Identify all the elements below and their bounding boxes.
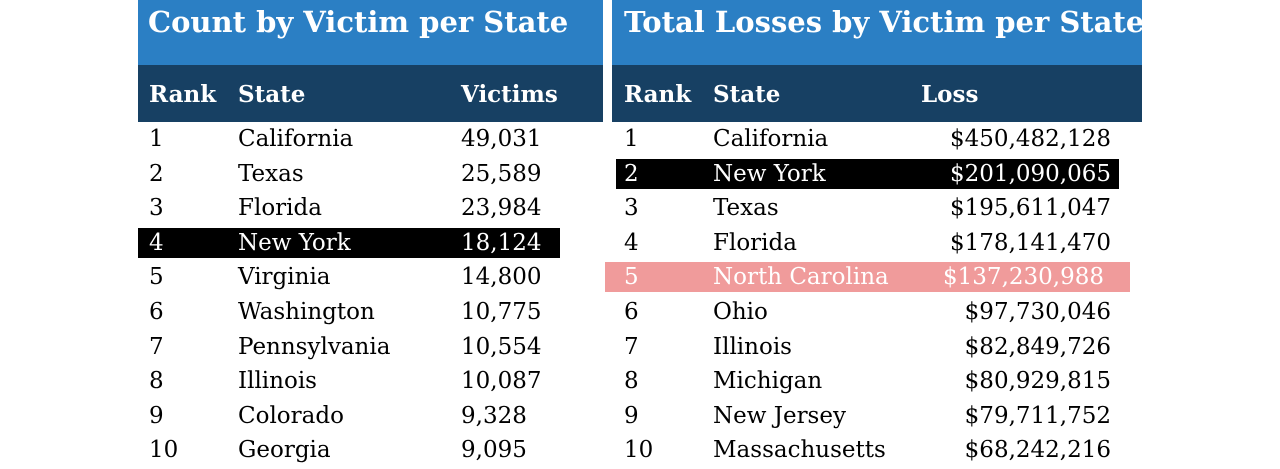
row-value: 9,095 — [461, 437, 527, 464]
row-state: Georgia — [238, 437, 331, 464]
row-state: Florida — [238, 195, 322, 222]
row-rank: 1 — [149, 126, 164, 152]
row-value: 10,087 — [461, 368, 542, 395]
row-state: California — [713, 126, 829, 152]
row-value: $137,230,988 — [943, 264, 1104, 291]
row-rank: 5 — [624, 264, 639, 291]
row-value: 9,328 — [461, 402, 527, 429]
table-row: 9 New Jersey $79,711,752 — [612, 401, 1119, 431]
table-row: 4 Florida $178,141,470 — [612, 228, 1119, 258]
row-state: Massachusetts — [713, 437, 886, 464]
row-state: New York — [713, 160, 826, 187]
table-row: 5 Virginia 14,800 — [138, 262, 560, 292]
row-value: $178,141,470 — [950, 229, 1111, 256]
row-rank: 1 — [624, 126, 639, 152]
row-rank: 6 — [149, 299, 164, 325]
row-state: Texas — [713, 195, 779, 222]
row-value: 49,031 — [461, 126, 542, 152]
row-value: 23,984 — [461, 195, 542, 222]
row-state: Ohio — [713, 299, 768, 325]
loss-table-header: Rank State Loss — [612, 65, 1142, 122]
row-rank: 9 — [624, 402, 639, 429]
row-rank: 6 — [624, 299, 639, 325]
row-state: Colorado — [238, 402, 344, 429]
row-value: 18,124 — [461, 229, 542, 256]
table-row: 10 Georgia 9,095 — [138, 435, 560, 465]
row-state: Pennsylvania — [238, 333, 391, 360]
row-value: $82,849,726 — [964, 333, 1111, 360]
count-table-header: Rank State Victims — [138, 65, 603, 122]
row-rank: 5 — [149, 264, 164, 291]
row-state: Illinois — [238, 368, 317, 395]
loss-header-rank: Rank — [624, 81, 692, 108]
row-state: California — [238, 126, 354, 152]
table-row: 3 Florida 23,984 — [138, 193, 560, 223]
row-value: $450,482,128 — [950, 126, 1111, 152]
row-state: Virginia — [238, 264, 331, 291]
loss-table-title: Total Losses by Victim per State — [612, 0, 1142, 65]
count-header-state: State — [238, 81, 306, 108]
row-state: Washington — [238, 299, 375, 325]
row-value: $79,711,752 — [964, 402, 1111, 429]
row-rank: 8 — [149, 368, 164, 395]
row-value: $201,090,065 — [950, 160, 1111, 187]
row-state: Illinois — [713, 333, 792, 360]
row-rank: 10 — [624, 437, 654, 464]
row-state: North Carolina — [713, 264, 889, 291]
total-losses-table: Total Losses by Victim per State Rank St… — [605, 0, 1142, 463]
row-rank: 2 — [149, 160, 164, 187]
row-rank: 9 — [149, 402, 164, 429]
row-rank: 7 — [149, 333, 164, 360]
row-state: New York — [238, 229, 351, 256]
table-row: 7 Pennsylvania 10,554 — [138, 332, 560, 362]
row-state: Florida — [713, 229, 797, 256]
row-rank: 4 — [624, 229, 639, 256]
table-row: 2 Texas 25,589 — [138, 159, 560, 189]
row-rank: 10 — [149, 437, 179, 464]
row-value: 10,775 — [461, 299, 542, 325]
table-row: 1 California 49,031 — [138, 124, 560, 154]
table-row: 6 Ohio $97,730,046 — [612, 297, 1119, 327]
table-row: 2 New York $201,090,065 — [616, 158, 1119, 189]
row-state: New Jersey — [713, 402, 846, 429]
table-row: 1 California $450,482,128 — [612, 124, 1119, 154]
table-row: 4 New York 18,124 — [138, 227, 560, 258]
row-value: 10,554 — [461, 333, 542, 360]
table-row: 3 Texas $195,611,047 — [612, 193, 1119, 223]
row-rank: 2 — [624, 160, 639, 187]
row-state: Texas — [238, 160, 304, 187]
table-row: 8 Michigan $80,929,815 — [612, 366, 1119, 396]
table-row: 10 Massachusetts $68,242,216 — [612, 435, 1119, 465]
count-by-victim-table: Count by Victim per State Rank State Vic… — [138, 0, 603, 463]
loss-header-loss: Loss — [921, 81, 979, 108]
row-rank: 8 — [624, 368, 639, 395]
row-rank: 4 — [149, 229, 164, 256]
row-value: 25,589 — [461, 160, 542, 187]
count-table-title: Count by Victim per State — [138, 0, 603, 65]
row-rank: 3 — [624, 195, 639, 222]
row-value: $68,242,216 — [964, 437, 1111, 464]
table-row: 9 Colorado 9,328 — [138, 401, 560, 431]
row-rank: 3 — [149, 195, 164, 222]
count-header-rank: Rank — [149, 81, 217, 108]
row-rank: 7 — [624, 333, 639, 360]
row-value: $80,929,815 — [964, 368, 1111, 395]
table-row: 6 Washington 10,775 — [138, 297, 560, 327]
row-state: Michigan — [713, 368, 823, 395]
count-header-victims: Victims — [461, 81, 558, 108]
row-value: 14,800 — [461, 264, 542, 291]
table-row: 5 North Carolina $137,230,988 — [605, 262, 1130, 293]
table-row: 8 Illinois 10,087 — [138, 366, 560, 396]
loss-header-state: State — [713, 81, 781, 108]
row-value: $97,730,046 — [964, 299, 1111, 325]
row-value: $195,611,047 — [950, 195, 1111, 222]
table-row: 7 Illinois $82,849,726 — [612, 332, 1119, 362]
